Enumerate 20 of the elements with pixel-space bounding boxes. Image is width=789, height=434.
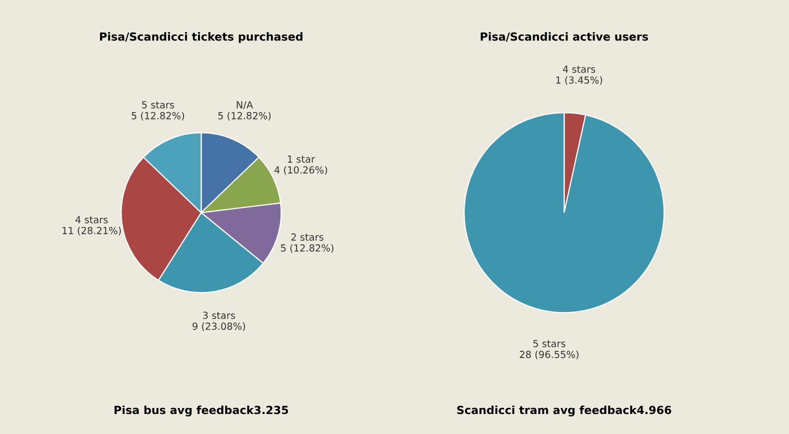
slice-label: 3 stars	[203, 312, 236, 320]
data-label: 5 (12.82%)	[132, 112, 184, 120]
slice-label: 4 stars	[75, 216, 108, 224]
data-label: 11 (28.21%)	[62, 226, 121, 236]
data-label: 28 (96.55%)	[520, 350, 578, 360]
data-label: 9 (23.08%)	[192, 322, 246, 332]
data-label: 5 (12.82%)	[218, 112, 271, 120]
slice-label: 2 stars	[291, 233, 324, 241]
chart-title: Pisa/Scandicci active users	[480, 32, 648, 42]
slice-label: 5 stars	[533, 340, 566, 348]
text: Scandicci tram avg feedback4.966	[457, 406, 672, 416]
data-label: 4 (10.26%)	[274, 166, 328, 175]
slice-label: N/A	[236, 101, 253, 110]
text: Pisa bus avg feedback3.235	[114, 406, 288, 416]
slice-label: 4 stars	[562, 66, 596, 73]
slice-label: 5 stars	[142, 101, 174, 108]
chart-title: Pisa/Scandicci tickets purchased	[100, 32, 302, 43]
data-label: 1 (3.45%)	[556, 76, 602, 85]
slice-label: 1 star	[288, 155, 315, 163]
data-label: 5 (12.82%)	[281, 244, 334, 253]
